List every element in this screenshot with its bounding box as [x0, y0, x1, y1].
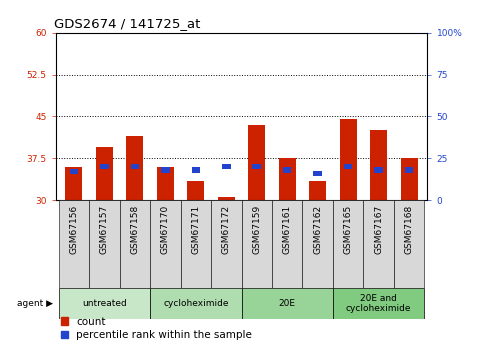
Bar	[120, 200, 150, 288]
Bar	[187, 180, 204, 200]
Text: GSM67161: GSM67161	[283, 205, 292, 254]
Bar	[70, 169, 78, 175]
Text: 20E: 20E	[279, 299, 296, 308]
Bar	[313, 170, 322, 176]
Bar	[100, 164, 109, 169]
Bar	[157, 167, 174, 200]
Bar	[58, 200, 89, 288]
Bar	[283, 167, 292, 173]
Bar	[66, 167, 82, 200]
Bar	[58, 288, 150, 319]
Bar	[340, 119, 356, 200]
Text: 20E and
cycloheximide: 20E and cycloheximide	[346, 294, 412, 313]
Bar	[394, 200, 425, 288]
Text: cycloheximide: cycloheximide	[163, 299, 228, 308]
Bar	[222, 164, 230, 169]
Bar	[344, 164, 353, 169]
Bar	[374, 167, 383, 173]
Bar	[370, 130, 387, 200]
Bar	[242, 200, 272, 288]
Legend: count, percentile rank within the sample: count, percentile rank within the sample	[61, 317, 252, 340]
Bar	[302, 200, 333, 288]
Text: untreated: untreated	[82, 299, 127, 308]
Bar	[253, 164, 261, 169]
Bar	[309, 180, 326, 200]
Bar	[333, 200, 363, 288]
Text: GSM67171: GSM67171	[191, 205, 200, 254]
Bar	[363, 200, 394, 288]
Bar	[191, 167, 200, 173]
Text: GSM67157: GSM67157	[100, 205, 109, 254]
Text: GSM67168: GSM67168	[405, 205, 413, 254]
Text: GSM67156: GSM67156	[70, 205, 78, 254]
Bar	[150, 288, 242, 319]
Text: GSM67158: GSM67158	[130, 205, 139, 254]
Bar	[279, 158, 296, 200]
Bar	[130, 164, 139, 169]
Bar	[161, 167, 170, 173]
Bar	[218, 197, 235, 200]
Bar	[248, 125, 265, 200]
Bar	[405, 167, 413, 173]
Text: GDS2674 / 141725_at: GDS2674 / 141725_at	[54, 17, 200, 30]
Bar	[96, 147, 113, 200]
Bar	[181, 200, 211, 288]
Bar	[272, 200, 302, 288]
Bar	[401, 158, 417, 200]
Bar	[127, 136, 143, 200]
Bar	[242, 288, 333, 319]
Bar	[333, 288, 425, 319]
Text: GSM67170: GSM67170	[161, 205, 170, 254]
Bar	[150, 200, 181, 288]
Text: GSM67172: GSM67172	[222, 205, 231, 254]
Text: agent ▶: agent ▶	[17, 299, 53, 308]
Text: GSM67165: GSM67165	[344, 205, 353, 254]
Text: GSM67159: GSM67159	[252, 205, 261, 254]
Text: GSM67162: GSM67162	[313, 205, 322, 254]
Bar	[89, 200, 120, 288]
Bar	[211, 200, 242, 288]
Text: GSM67167: GSM67167	[374, 205, 383, 254]
